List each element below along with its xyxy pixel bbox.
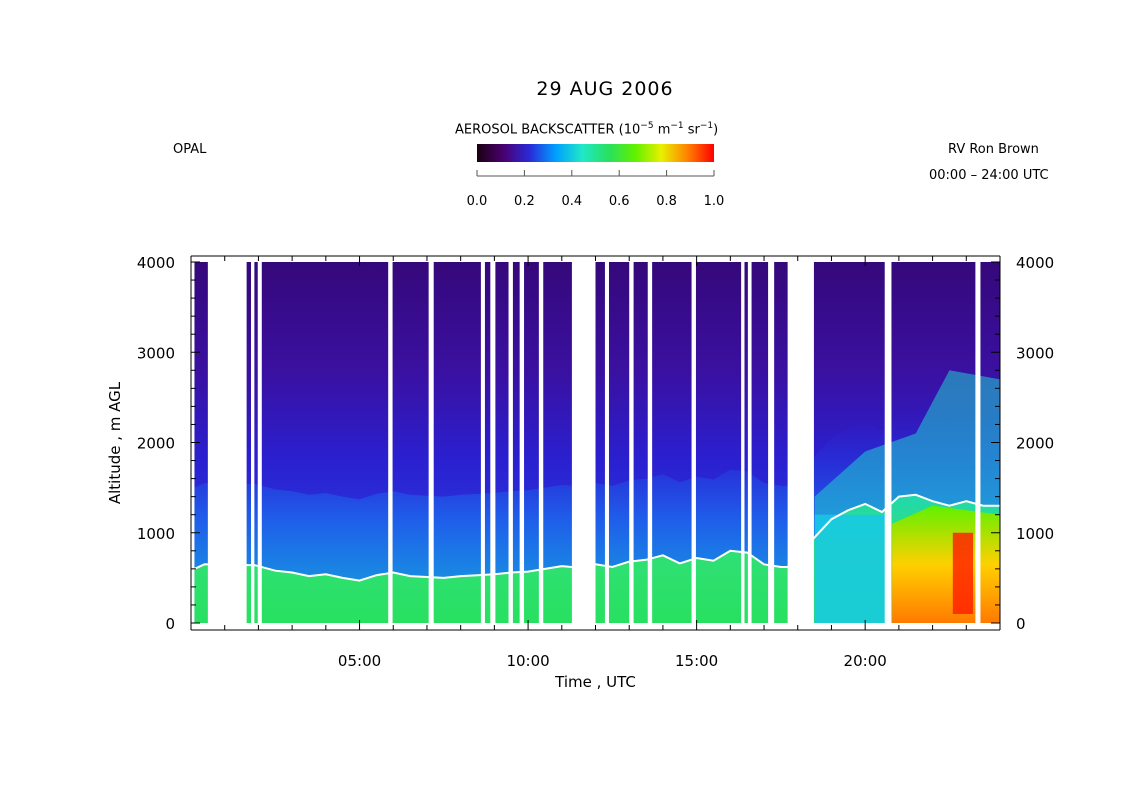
data-gap bbox=[508, 256, 513, 630]
y-tick-label-right: 0 bbox=[1016, 615, 1026, 633]
data-gap bbox=[490, 256, 496, 630]
y-tick-label-left: 0 bbox=[165, 615, 175, 633]
data-gap bbox=[691, 256, 696, 630]
colorbar-gradient bbox=[477, 144, 714, 162]
data-gap bbox=[629, 256, 634, 630]
colorbar-label-mid: m bbox=[653, 122, 671, 138]
y-tick-label-right: 4000 bbox=[1016, 254, 1054, 272]
data-gap bbox=[604, 256, 609, 630]
colorbar-label-main: AEROSOL BACKSCATTER (10 bbox=[455, 122, 641, 138]
instrument-label: OPAL bbox=[173, 142, 207, 157]
data-gap bbox=[519, 256, 525, 630]
x-axis-label: Time , UTC bbox=[554, 673, 636, 691]
time-range-label: 00:00 – 24:00 UTC bbox=[929, 168, 1049, 183]
x-tick-label: 05:00 bbox=[338, 652, 381, 670]
colorbar-label-mid2: sr bbox=[683, 122, 700, 138]
colorbar-tick-label: 0.4 bbox=[561, 194, 582, 209]
data-gap bbox=[741, 256, 745, 630]
colorbar-label-end: ) bbox=[713, 122, 719, 138]
y-tick-label-left: 2000 bbox=[137, 435, 175, 453]
colorbar-label: AEROSOL BACKSCATTER (10−5 m−1 sr−1) bbox=[455, 121, 718, 137]
backscatter-field bbox=[191, 256, 1000, 630]
y-axis-label: Altitude , m AGL bbox=[106, 381, 124, 504]
y-tick-label-left: 1000 bbox=[137, 525, 175, 543]
colorbar-tick-label: 0.2 bbox=[514, 194, 535, 209]
data-gap bbox=[747, 256, 752, 630]
y-tick-label-left: 3000 bbox=[137, 344, 175, 362]
y-tick-label-left: 4000 bbox=[137, 254, 175, 272]
colorbar-tick-label: 0.0 bbox=[467, 194, 488, 209]
data-gap bbox=[975, 256, 981, 630]
data-gap bbox=[884, 256, 892, 630]
data-gap bbox=[388, 256, 393, 630]
y-tick-label-right: 1000 bbox=[1016, 525, 1054, 543]
data-gap bbox=[647, 256, 653, 630]
data-gap bbox=[207, 256, 247, 630]
data-gap bbox=[480, 256, 485, 630]
x-tick-label: 15:00 bbox=[675, 652, 718, 670]
data-gap bbox=[257, 256, 262, 630]
data-gap bbox=[251, 256, 255, 630]
colorbar-tick-label: 1.0 bbox=[704, 194, 725, 209]
data-gap bbox=[428, 256, 434, 630]
colorbar: 0.0 0.2 0.4 0.6 0.8 1.0 bbox=[467, 144, 725, 209]
high-backscatter-region bbox=[892, 505, 1000, 623]
y-tick-label-right: 2000 bbox=[1016, 435, 1054, 453]
data-gap bbox=[538, 256, 544, 630]
data-gap bbox=[787, 256, 814, 630]
data-gap bbox=[768, 256, 775, 630]
y-tick-label-right: 3000 bbox=[1016, 344, 1054, 362]
x-tick-label: 10:00 bbox=[506, 652, 549, 670]
axes: 0 0 1000 1000 2000 2000 3000 3000 4000 4000 05:00 1… bbox=[106, 254, 1054, 691]
colorbar-label-exp3: −1 bbox=[699, 121, 714, 131]
colorbar-label-exp2: −1 bbox=[670, 121, 684, 131]
data-gap bbox=[571, 256, 596, 630]
plot-area bbox=[191, 256, 1000, 630]
colorbar-tick-label: 0.8 bbox=[656, 194, 677, 209]
colorbar-label-exp1: −5 bbox=[640, 121, 654, 131]
colorbar-tick-label: 0.6 bbox=[609, 194, 630, 209]
mixed-layer-late bbox=[814, 514, 886, 623]
peak-backscatter-region bbox=[952, 532, 974, 614]
plot-title: 29 AUG 2006 bbox=[536, 78, 674, 100]
platform-label: RV Ron Brown bbox=[948, 142, 1039, 157]
x-tick-label: 20:00 bbox=[844, 652, 887, 670]
boundary-layer-top-line bbox=[193, 493, 1000, 582]
